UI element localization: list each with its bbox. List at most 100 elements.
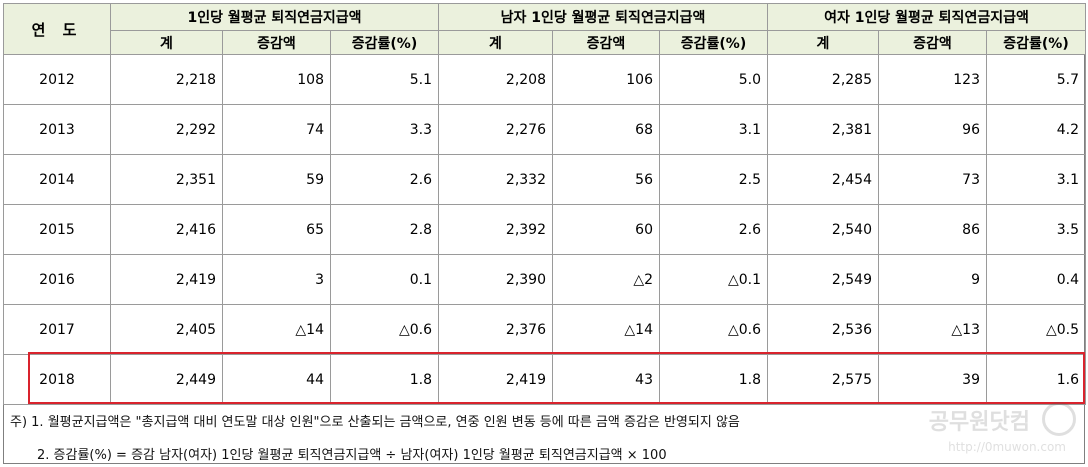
value-cell: 65 xyxy=(222,204,331,255)
watermark: 공무원닷컴 http://0muwon.com xyxy=(876,400,1076,460)
pension-table: 연 도 1인당 월평균 퇴직연금지급액 남자 1인당 월평균 퇴직연금지급액 여… xyxy=(3,3,1086,405)
value-cell: 2,218 xyxy=(110,54,223,105)
value-cell: 56 xyxy=(552,154,660,205)
table-row: 2018 2,449 44 1.8 2,419 43 1.8 2,575 39 1.6 xyxy=(3,354,1086,405)
group-header-male: 남자 1인당 월평균 퇴직연금지급액 xyxy=(438,3,768,31)
header-row-groups: 연 도 1인당 월평균 퇴직연금지급액 남자 1인당 월평균 퇴직연금지급액 여… xyxy=(3,3,1086,55)
year-cell: 2013 xyxy=(3,104,111,155)
table-row: 2012 2,218 108 5.1 2,208 106 5.0 2,285 123 5.7 xyxy=(3,54,1086,105)
value-cell: 60 xyxy=(552,204,660,255)
value-cell: 1.8 xyxy=(330,354,439,405)
value-cell: △0.6 xyxy=(330,304,439,355)
value-cell: 59 xyxy=(222,154,331,205)
value-cell: 1.8 xyxy=(659,354,768,405)
sub-header-total: 계 xyxy=(438,30,553,55)
table-body: 2012 2,218 108 5.1 2,208 106 5.0 2,285 123 5.7 201… xyxy=(3,54,1086,405)
value-cell: 2.8 xyxy=(330,204,439,255)
value-cell: 73 xyxy=(878,154,987,205)
value-cell: △14 xyxy=(552,304,660,355)
value-cell: 2,351 xyxy=(110,154,223,205)
year-cell: 2017 xyxy=(3,304,111,355)
value-cell: 2,536 xyxy=(767,304,879,355)
value-cell: △0.1 xyxy=(659,254,768,305)
table-row: 2013 2,292 74 3.3 2,276 68 3.1 2,381 96 4.2 xyxy=(3,104,1086,155)
value-cell: 2.6 xyxy=(659,204,768,255)
gong-circle-logo-icon xyxy=(1042,402,1076,436)
group-header-total: 1인당 월평균 퇴직연금지급액 xyxy=(110,3,439,31)
value-cell: 68 xyxy=(552,104,660,155)
value-cell: 1.6 xyxy=(986,354,1086,405)
year-cell: 2012 xyxy=(3,54,111,105)
value-cell: 3.1 xyxy=(986,154,1086,205)
sub-header-rate: 증감률(%) xyxy=(659,30,768,55)
watermark-url: http://0muwon.com xyxy=(948,440,1066,454)
value-cell: 39 xyxy=(878,354,987,405)
value-cell: 2,405 xyxy=(110,304,223,355)
value-cell: 2.5 xyxy=(659,154,768,205)
value-cell: 96 xyxy=(878,104,987,155)
value-cell: 123 xyxy=(878,54,987,105)
value-cell: 2,575 xyxy=(767,354,879,405)
value-cell: 2,419 xyxy=(110,254,223,305)
footnote-1: 주) 1. 월평균지급액은 "총지급액 대비 연도말 대상 인원"으로 산출되는… xyxy=(10,415,740,430)
value-cell: 2,416 xyxy=(110,204,223,255)
value-cell: 4.2 xyxy=(986,104,1086,155)
value-cell: 2,449 xyxy=(110,354,223,405)
value-cell: 106 xyxy=(552,54,660,105)
watermark-text: 공무원닷컴 xyxy=(928,410,1030,435)
value-cell: 74 xyxy=(222,104,331,155)
value-cell: 2,390 xyxy=(438,254,553,305)
year-cell: 2014 xyxy=(3,154,111,205)
value-cell: 2,292 xyxy=(110,104,223,155)
sub-header-change: 증감액 xyxy=(878,30,987,55)
sub-header-total: 계 xyxy=(767,30,879,55)
header-row-sub: 계 증감액 증감률(%) 계 증감액 증감률(%) 계 증감액 증감률(%) xyxy=(4,30,1086,55)
value-cell: 2,376 xyxy=(438,304,553,355)
value-cell: 2,540 xyxy=(767,204,879,255)
value-cell: 5.1 xyxy=(330,54,439,105)
value-cell: △14 xyxy=(222,304,331,355)
value-cell: 86 xyxy=(878,204,987,255)
year-cell: 2018 xyxy=(3,354,111,405)
table-row: 2017 2,405 △14 △0.6 2,376 △14 △0.6 2,536 △13 △0.5 xyxy=(3,304,1086,355)
value-cell: △0.6 xyxy=(659,304,768,355)
sub-header-change: 증감액 xyxy=(552,30,660,55)
sub-header-rate: 증감률(%) xyxy=(330,30,439,55)
value-cell: 3 xyxy=(222,254,331,305)
table-row: 2016 2,419 3 0.1 2,390 △2 △0.1 2,549 9 0.4 xyxy=(3,254,1086,305)
value-cell: 44 xyxy=(222,354,331,405)
value-cell: 2,208 xyxy=(438,54,553,105)
value-cell: 2,276 xyxy=(438,104,553,155)
table-row: 2014 2,351 59 2.6 2,332 56 2.5 2,454 73 3.1 xyxy=(3,154,1086,205)
value-cell: 108 xyxy=(222,54,331,105)
value-cell: 2,419 xyxy=(438,354,553,405)
value-cell: 3.3 xyxy=(330,104,439,155)
value-cell: 2,392 xyxy=(438,204,553,255)
value-cell: 5.7 xyxy=(986,54,1086,105)
year-header: 연 도 xyxy=(3,3,111,55)
value-cell: △13 xyxy=(878,304,987,355)
value-cell: 0.1 xyxy=(330,254,439,305)
table-row: 2015 2,416 65 2.8 2,392 60 2.6 2,540 86 3.5 xyxy=(3,204,1086,255)
year-cell: 2016 xyxy=(3,254,111,305)
sub-header-total: 계 xyxy=(110,30,223,55)
value-cell: △0.5 xyxy=(986,304,1086,355)
value-cell: 3.1 xyxy=(659,104,768,155)
year-cell: 2015 xyxy=(3,204,111,255)
value-cell: 9 xyxy=(878,254,987,305)
group-header-female: 여자 1인당 월평균 퇴직연금지급액 xyxy=(767,3,1086,31)
value-cell: 43 xyxy=(552,354,660,405)
value-cell: 3.5 xyxy=(986,204,1086,255)
sub-header-change: 증감액 xyxy=(222,30,331,55)
value-cell: 2,285 xyxy=(767,54,879,105)
value-cell: △2 xyxy=(552,254,660,305)
value-cell: 2,332 xyxy=(438,154,553,205)
value-cell: 0.4 xyxy=(986,254,1086,305)
value-cell: 2,549 xyxy=(767,254,879,305)
footnote-2: 2. 증감률(%) = 증감 남자(여자) 1인당 월평균 퇴직연금지급액 ÷ … xyxy=(37,448,667,463)
value-cell: 2,454 xyxy=(767,154,879,205)
value-cell: 2,381 xyxy=(767,104,879,155)
value-cell: 2.6 xyxy=(330,154,439,205)
value-cell: 5.0 xyxy=(659,54,768,105)
sub-header-rate: 증감률(%) xyxy=(986,30,1086,55)
